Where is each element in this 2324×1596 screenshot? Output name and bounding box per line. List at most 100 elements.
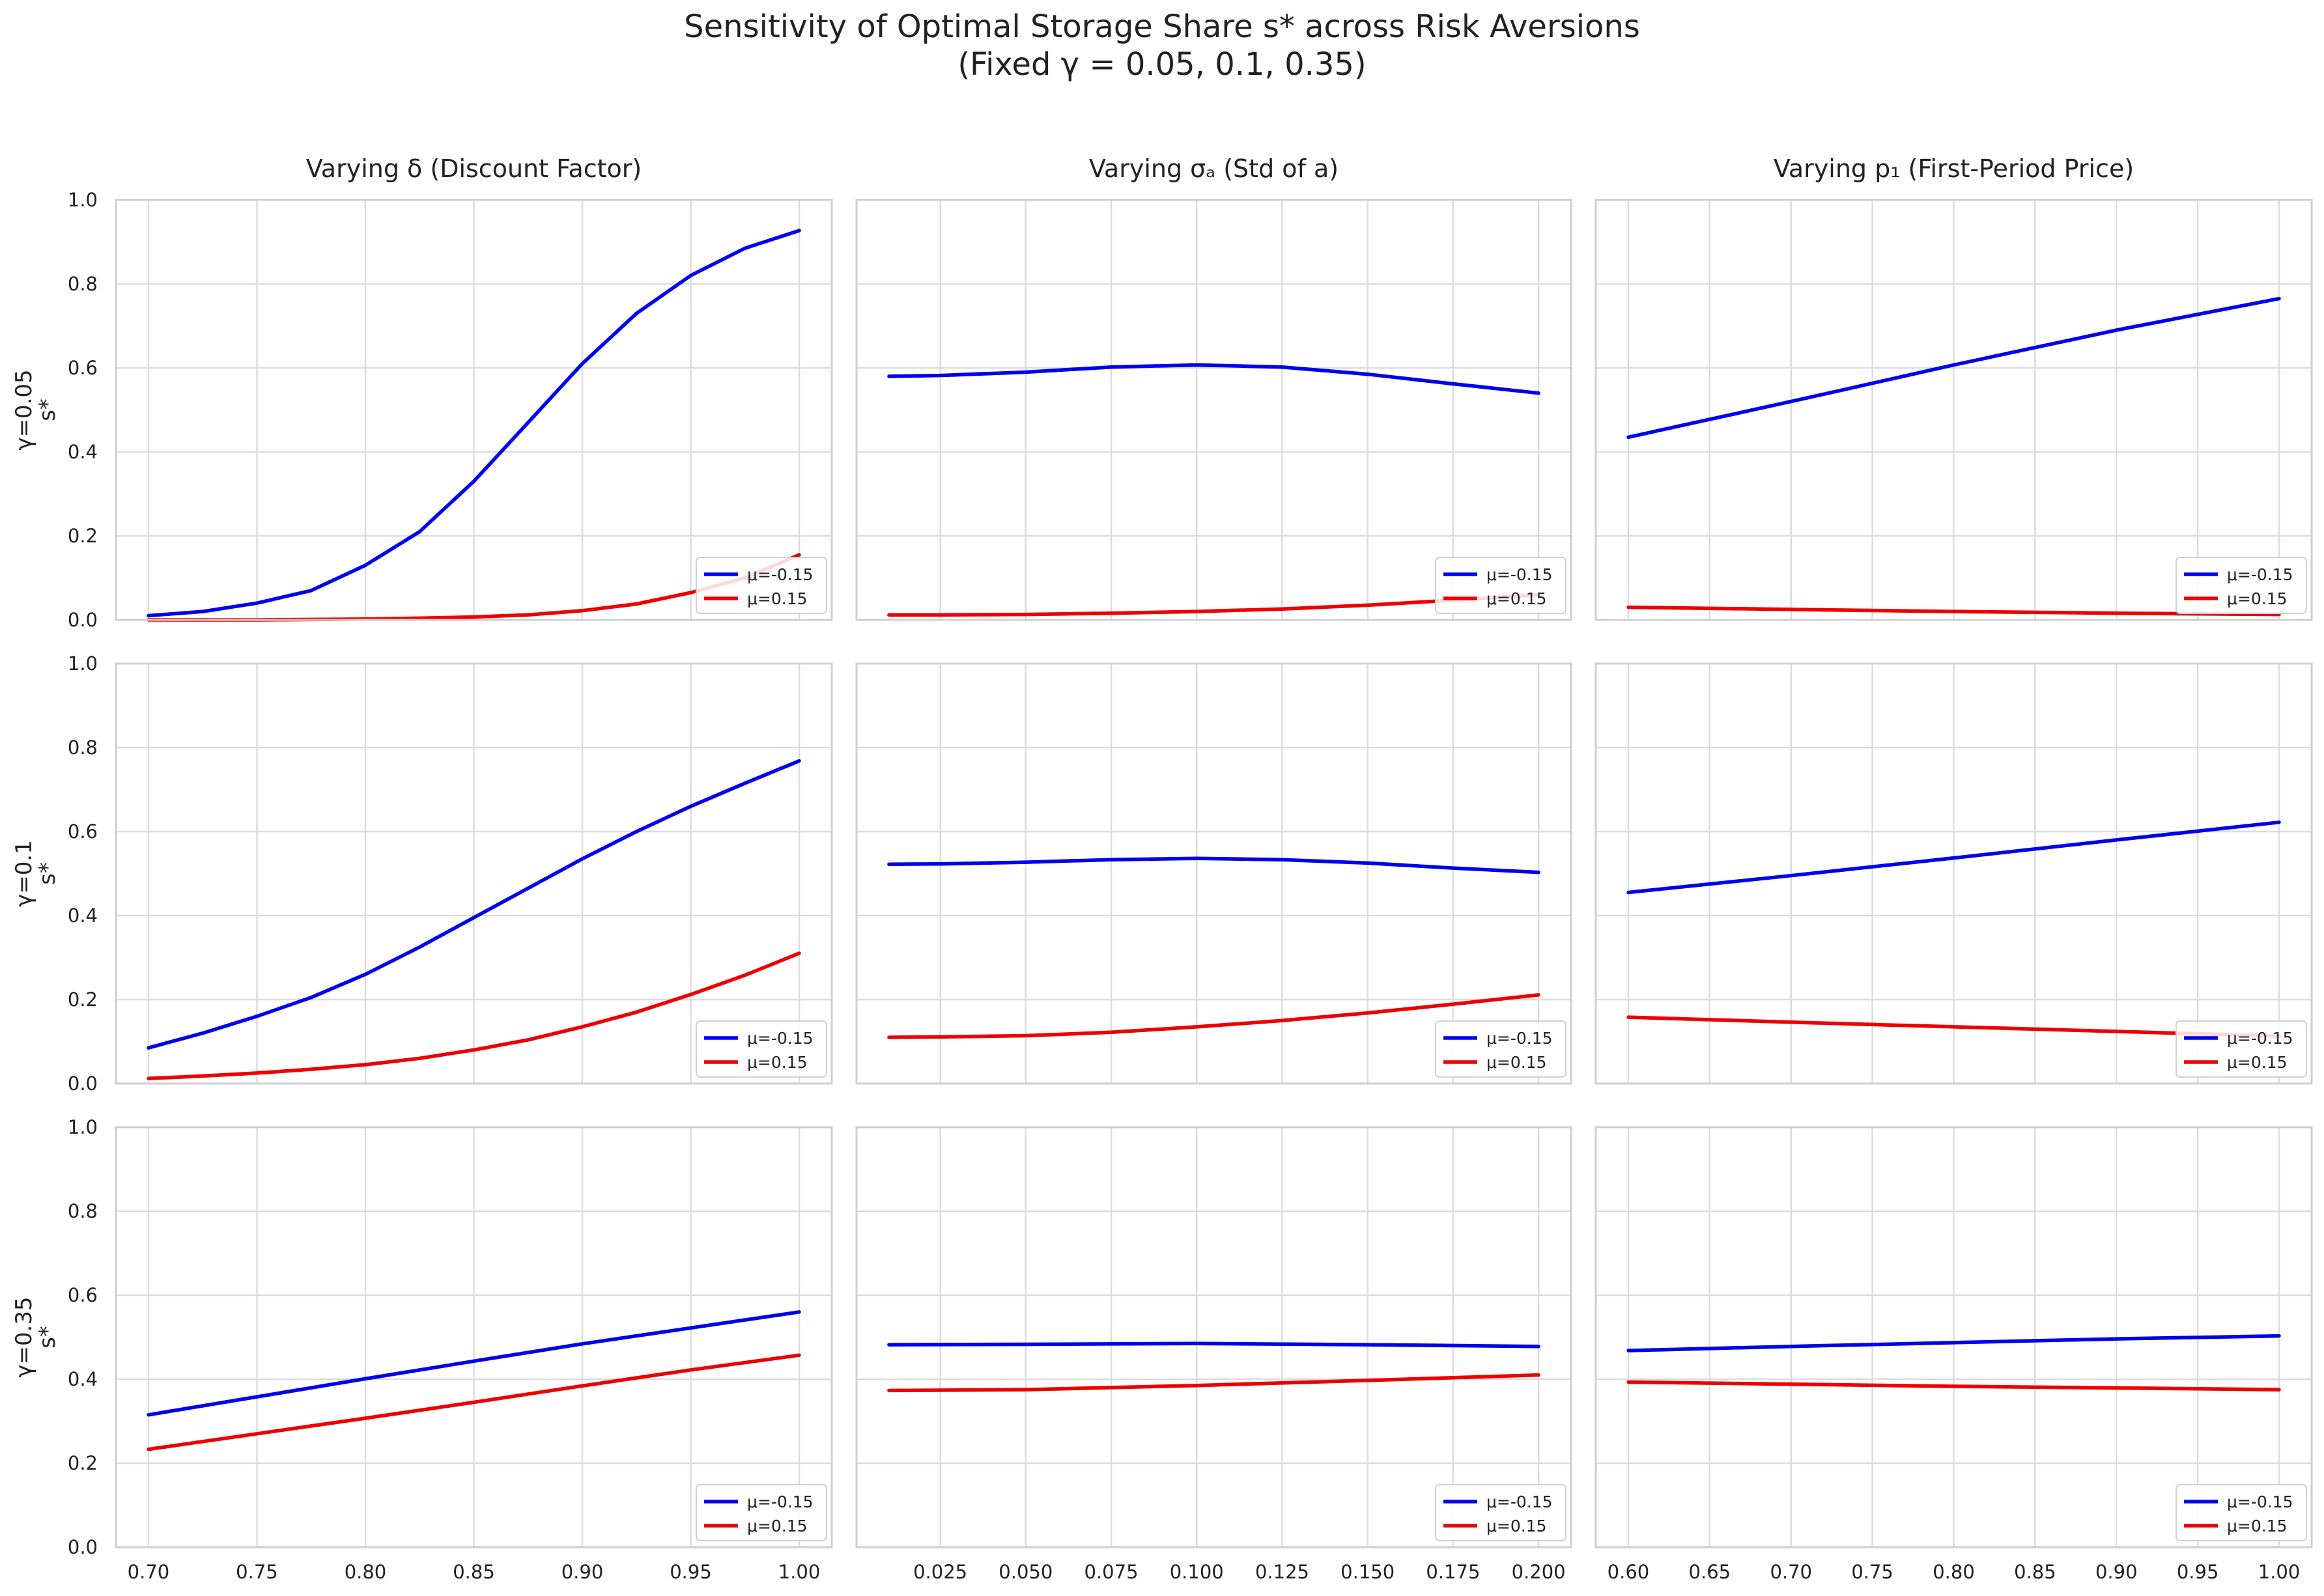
x-tick-label: 0.050 [999, 1561, 1053, 1583]
y-axis-label: s* [35, 1326, 61, 1349]
legend-label: μ=-0.15 [747, 1029, 814, 1048]
legend: μ=-0.15 μ=0.15 [696, 1020, 827, 1078]
y-tick-label: 0.0 [68, 1536, 98, 1558]
panel-3-3: 0.60 0.65 0.70 0.75 0.80 0.85 0.90 0.95 1.00 μ=-0… [1594, 1126, 2313, 1583]
panel-3-2: 0.025 0.050 0.075 0.100 0.125 0.150 0.175 0.200… [855, 1126, 1572, 1583]
legend: μ=-0.15 μ=0.15 [1435, 1020, 1566, 1078]
panel-frame [1594, 199, 2313, 621]
legend-label: μ=0.15 [1486, 589, 1547, 608]
series-line-mu-neg [1626, 296, 2281, 440]
legend-label: μ=0.15 [1486, 1517, 1547, 1535]
row-label: γ=0.1 [11, 840, 37, 907]
legend-label: μ=0.15 [2227, 1517, 2288, 1535]
x-tick-label: 0.025 [913, 1561, 967, 1583]
y-tick-label: 0.8 [68, 736, 98, 759]
x-tick-label: 0.200 [1512, 1561, 1566, 1583]
legend-label: μ=-0.15 [1486, 1029, 1553, 1048]
y-tick-label: 0.8 [68, 273, 98, 295]
legend-label: μ=-0.15 [1486, 1492, 1553, 1511]
y-tick-label: 1.0 [68, 189, 98, 211]
legend: μ=-0.15 μ=0.15 [1435, 1484, 1566, 1541]
column-title: Varying δ (Discount Factor) [306, 154, 642, 183]
x-tick-label: 0.75 [1851, 1561, 1893, 1583]
legend-label: μ=-0.15 [2227, 565, 2293, 584]
figure-title-line1: Sensitivity of Optimal Storage Share s* … [684, 8, 1640, 45]
column-title: Varying σₐ (Std of a) [1089, 154, 1339, 183]
y-tick-label: 0.8 [68, 1200, 98, 1222]
y-axis-label: s* [35, 862, 61, 885]
panel-2-1: 0.0 0.2 0.4 0.6 0.8 1.0 γ=0.1s* μ=-0.15 μ=0.15 [11, 652, 833, 1095]
panel-3-1: 0.70 0.75 0.80 0.85 0.90 0.95 1.00 0.0 0.2 0.4 0.6… [11, 1116, 833, 1583]
series-line-mu-neg [147, 229, 801, 618]
y-tick-label: 0.4 [68, 1368, 98, 1390]
y-tick-label: 0.4 [68, 441, 98, 463]
legend-label: μ=-0.15 [1486, 565, 1553, 584]
series-line-mu-neg [1626, 820, 2281, 895]
series-line-mu-neg [887, 1341, 1540, 1349]
legend-label: μ=0.15 [747, 589, 808, 608]
panel-frame [855, 662, 1572, 1085]
x-tick-label: 1.00 [2258, 1561, 2301, 1583]
x-tick-label: 0.100 [1170, 1561, 1224, 1583]
panel-grid: 0.0 0.2 0.4 0.6 0.8 1.0 Varying δ (Discount Fa… [11, 154, 2313, 1583]
column-title: Varying p₁ (First-Period Price) [1774, 154, 2134, 183]
x-tick-label: 1.00 [778, 1561, 821, 1583]
legend: μ=-0.15 μ=0.15 [696, 1484, 827, 1541]
panel-frame [1594, 1126, 2313, 1548]
x-tick-label: 0.60 [1608, 1561, 1650, 1583]
panel-frame [115, 662, 833, 1085]
legend-label: μ=0.15 [747, 1053, 808, 1072]
y-axis-label: s* [35, 399, 61, 421]
x-tick-label: 0.95 [670, 1561, 712, 1583]
panel-frame [115, 1126, 833, 1548]
panel-frame [855, 199, 1572, 621]
x-tick-label: 0.90 [561, 1561, 604, 1583]
y-tick-label: 0.2 [68, 1452, 98, 1474]
panel-1-2: Varying σₐ (Std of a) μ=-0.15 μ=0.15 [855, 154, 1572, 621]
series-line-mu-neg [147, 759, 801, 1050]
panel-1-3: Varying p₁ (First-Period Price) μ=-0.15 μ=… [1594, 154, 2313, 621]
y-tick-label: 0.6 [68, 820, 98, 843]
x-tick-label: 0.65 [1689, 1561, 1731, 1583]
legend-label: μ=-0.15 [747, 565, 814, 584]
y-tick-label: 0.6 [68, 1284, 98, 1306]
series-line-mu-pos [147, 951, 801, 1081]
y-tick-label: 0.0 [68, 1072, 98, 1095]
series-line-mu-neg [147, 1310, 801, 1417]
series-line-mu-neg [887, 856, 1540, 875]
legend-label: μ=-0.15 [2227, 1029, 2293, 1048]
panel-frame [855, 1126, 1572, 1548]
series-line-mu-pos [887, 993, 1540, 1039]
x-tick-label: 0.95 [2177, 1561, 2219, 1583]
legend-label: μ=0.15 [2227, 1053, 2288, 1072]
legend: μ=-0.15 μ=0.15 [2175, 1020, 2307, 1078]
x-tick-label: 0.85 [453, 1561, 495, 1583]
panel-2-2: μ=-0.15 μ=0.15 [855, 662, 1572, 1085]
legend: μ=-0.15 μ=0.15 [696, 557, 827, 614]
x-tick-label: 0.075 [1084, 1561, 1139, 1583]
series-line-mu-pos [1626, 1015, 2281, 1038]
panel-2-3: μ=-0.15 μ=0.15 [1594, 662, 2313, 1085]
y-tick-label: 0.2 [68, 988, 98, 1011]
x-tick-label: 0.85 [2014, 1561, 2056, 1583]
x-tick-label: 0.80 [1933, 1561, 1975, 1583]
x-tick-label: 0.70 [128, 1561, 170, 1583]
series-line-mu-pos [1626, 605, 2281, 617]
x-tick-label: 0.175 [1426, 1561, 1480, 1583]
series-line-mu-neg [1626, 1334, 2281, 1352]
legend: μ=-0.15 μ=0.15 [1435, 557, 1566, 614]
figure-title-line2: (Fixed γ = 0.05, 0.1, 0.35) [957, 46, 1366, 83]
series-line-mu-pos [887, 1373, 1540, 1393]
x-tick-label: 0.80 [345, 1561, 387, 1583]
x-tick-label: 0.70 [1770, 1561, 1812, 1583]
legend-label: μ=-0.15 [747, 1492, 814, 1511]
legend-label: μ=-0.15 [2227, 1492, 2293, 1511]
x-tick-label: 0.75 [236, 1561, 278, 1583]
legend-label: μ=0.15 [2227, 589, 2288, 608]
row-label: γ=0.05 [11, 369, 37, 450]
row-label: γ=0.35 [11, 1296, 37, 1377]
y-tick-label: 0.0 [68, 609, 98, 631]
series-line-mu-pos [1626, 1380, 2281, 1392]
